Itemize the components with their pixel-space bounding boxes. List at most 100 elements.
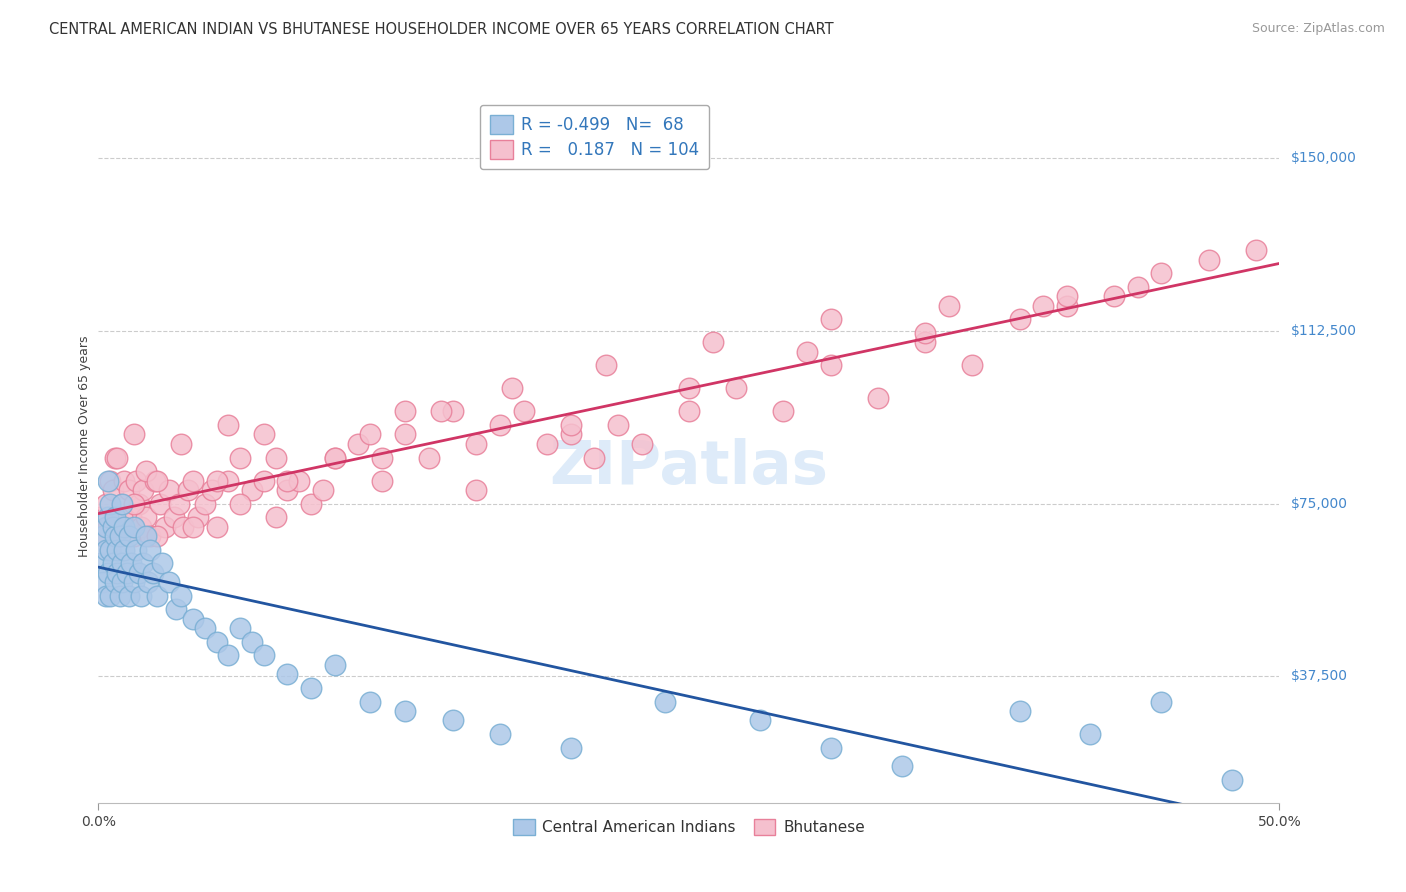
- Point: [394, 404, 416, 418]
- Point: [121, 510, 143, 524]
- Point: [205, 519, 228, 533]
- Point: [299, 497, 322, 511]
- Point: [146, 589, 169, 603]
- Point: [91, 574, 114, 589]
- Point: [347, 436, 370, 450]
- Point: [170, 589, 193, 603]
- Point: [205, 634, 228, 648]
- Point: [914, 335, 936, 350]
- Point: [489, 727, 512, 741]
- Point: [97, 474, 120, 488]
- Point: [97, 510, 120, 524]
- Point: [702, 335, 724, 350]
- Point: [1126, 280, 1149, 294]
- Point: [167, 497, 190, 511]
- Point: [276, 666, 298, 681]
- Point: [105, 566, 128, 580]
- Point: [489, 418, 512, 433]
- Point: [122, 574, 145, 589]
- Point: [748, 713, 770, 727]
- Point: [323, 450, 346, 465]
- Point: [371, 474, 394, 488]
- Point: [276, 474, 298, 488]
- Point: [1102, 289, 1125, 303]
- Point: [111, 557, 134, 571]
- Point: [94, 542, 117, 557]
- Point: [112, 474, 135, 488]
- Point: [105, 510, 128, 524]
- Point: [132, 557, 155, 571]
- Point: [91, 529, 114, 543]
- Point: [1056, 299, 1078, 313]
- Point: [229, 621, 252, 635]
- Point: [157, 483, 180, 497]
- Point: [104, 529, 127, 543]
- Point: [115, 566, 138, 580]
- Point: [142, 566, 165, 580]
- Point: [111, 497, 134, 511]
- Point: [90, 510, 112, 524]
- Text: CENTRAL AMERICAN INDIAN VS BHUTANESE HOUSEHOLDER INCOME OVER 65 YEARS CORRELATIO: CENTRAL AMERICAN INDIAN VS BHUTANESE HOU…: [49, 22, 834, 37]
- Point: [98, 589, 121, 603]
- Point: [157, 574, 180, 589]
- Point: [128, 497, 150, 511]
- Point: [465, 483, 488, 497]
- Point: [112, 542, 135, 557]
- Point: [121, 557, 143, 571]
- Point: [91, 529, 114, 543]
- Point: [1008, 704, 1031, 718]
- Point: [108, 589, 131, 603]
- Point: [914, 326, 936, 341]
- Point: [418, 450, 440, 465]
- Point: [194, 621, 217, 635]
- Text: $37,500: $37,500: [1291, 669, 1347, 683]
- Point: [1032, 299, 1054, 313]
- Point: [98, 542, 121, 557]
- Point: [153, 519, 176, 533]
- Point: [288, 474, 311, 488]
- Point: [678, 381, 700, 395]
- Point: [136, 574, 159, 589]
- Point: [240, 634, 263, 648]
- Point: [312, 483, 335, 497]
- Point: [1220, 772, 1243, 787]
- Point: [560, 427, 582, 442]
- Point: [112, 519, 135, 533]
- Point: [1080, 727, 1102, 741]
- Point: [187, 510, 209, 524]
- Point: [866, 391, 889, 405]
- Point: [118, 483, 141, 497]
- Point: [359, 427, 381, 442]
- Point: [253, 474, 276, 488]
- Point: [97, 566, 120, 580]
- Point: [938, 299, 960, 313]
- Point: [129, 519, 152, 533]
- Point: [122, 497, 145, 511]
- Text: $75,000: $75,000: [1291, 497, 1347, 510]
- Point: [323, 657, 346, 672]
- Point: [725, 381, 748, 395]
- Point: [104, 510, 127, 524]
- Point: [181, 612, 204, 626]
- Point: [1056, 289, 1078, 303]
- Point: [129, 589, 152, 603]
- Point: [394, 427, 416, 442]
- Point: [607, 418, 630, 433]
- Point: [820, 740, 842, 755]
- Point: [94, 589, 117, 603]
- Point: [217, 418, 239, 433]
- Point: [139, 542, 162, 557]
- Point: [441, 404, 464, 418]
- Point: [122, 427, 145, 442]
- Point: [104, 574, 127, 589]
- Point: [122, 519, 145, 533]
- Point: [122, 529, 145, 543]
- Text: $150,000: $150,000: [1291, 152, 1357, 165]
- Point: [90, 557, 112, 571]
- Point: [201, 483, 224, 497]
- Point: [165, 602, 187, 616]
- Point: [595, 359, 617, 373]
- Point: [654, 694, 676, 708]
- Point: [101, 557, 124, 571]
- Point: [146, 529, 169, 543]
